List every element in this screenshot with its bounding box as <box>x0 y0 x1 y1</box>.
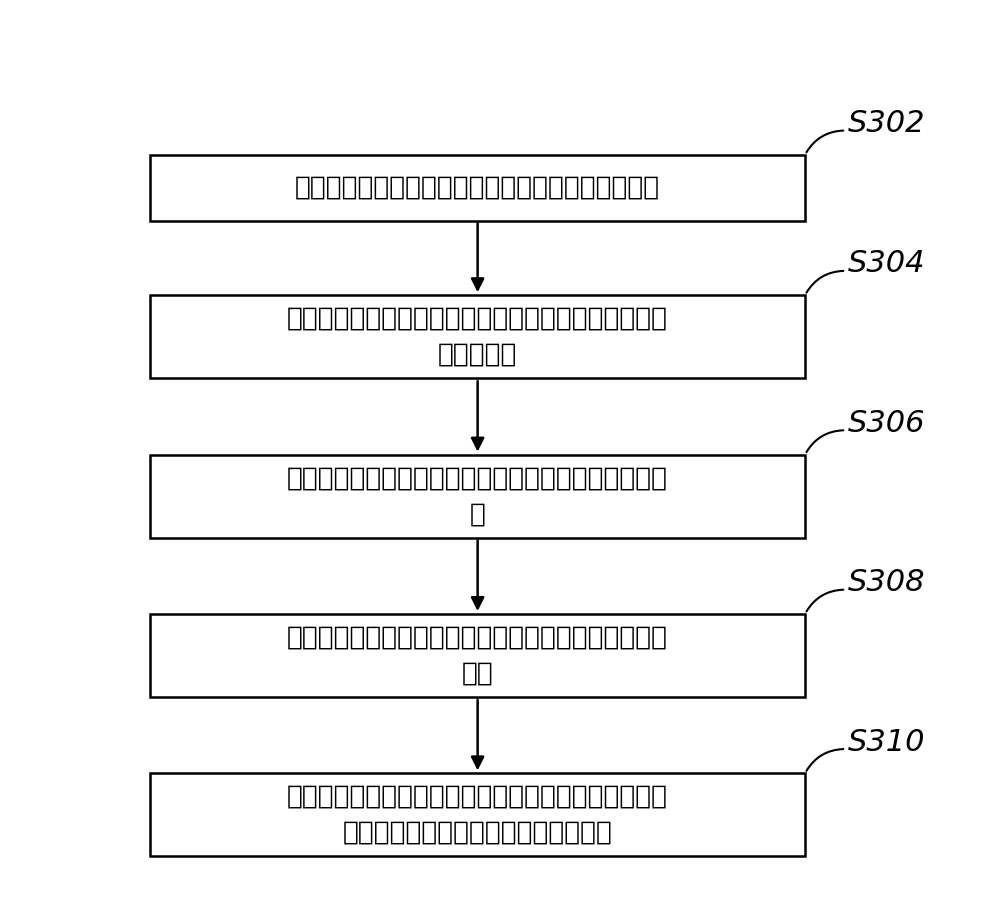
Text: 确定所述目标空间中的影响源点和与所述影响源点对应
的属性信息: 确定所述目标空间中的影响源点和与所述影响源点对应 的属性信息 <box>287 306 668 368</box>
FancyBboxPatch shape <box>150 454 805 537</box>
Text: 在所述目标空间中移除所述影响源点，所述体积元素的
属性逐渐恢复至所述体积元素的基础值: 在所述目标空间中移除所述影响源点，所述体积元素的 属性逐渐恢复至所述体积元素的基… <box>287 784 668 846</box>
Text: 根据所述影响源点的属性信息确定所述体积元素的变化
值: 根据所述影响源点的属性信息确定所述体积元素的变化 值 <box>287 465 668 527</box>
FancyBboxPatch shape <box>150 155 805 220</box>
Text: S304: S304 <box>848 249 925 278</box>
Text: S310: S310 <box>848 727 925 757</box>
Text: 结合体积元素的基础值和变化值确定所述体积元素的表
现值: 结合体积元素的基础值和变化值确定所述体积元素的表 现值 <box>287 625 668 687</box>
Text: 确定目标空间以及所述目标空间中体积元素的基础值: 确定目标空间以及所述目标空间中体积元素的基础值 <box>295 175 660 201</box>
Text: S306: S306 <box>848 409 925 437</box>
Text: S308: S308 <box>848 568 925 598</box>
Text: S302: S302 <box>848 109 925 138</box>
FancyBboxPatch shape <box>150 295 805 378</box>
FancyBboxPatch shape <box>150 773 805 857</box>
FancyBboxPatch shape <box>150 614 805 697</box>
